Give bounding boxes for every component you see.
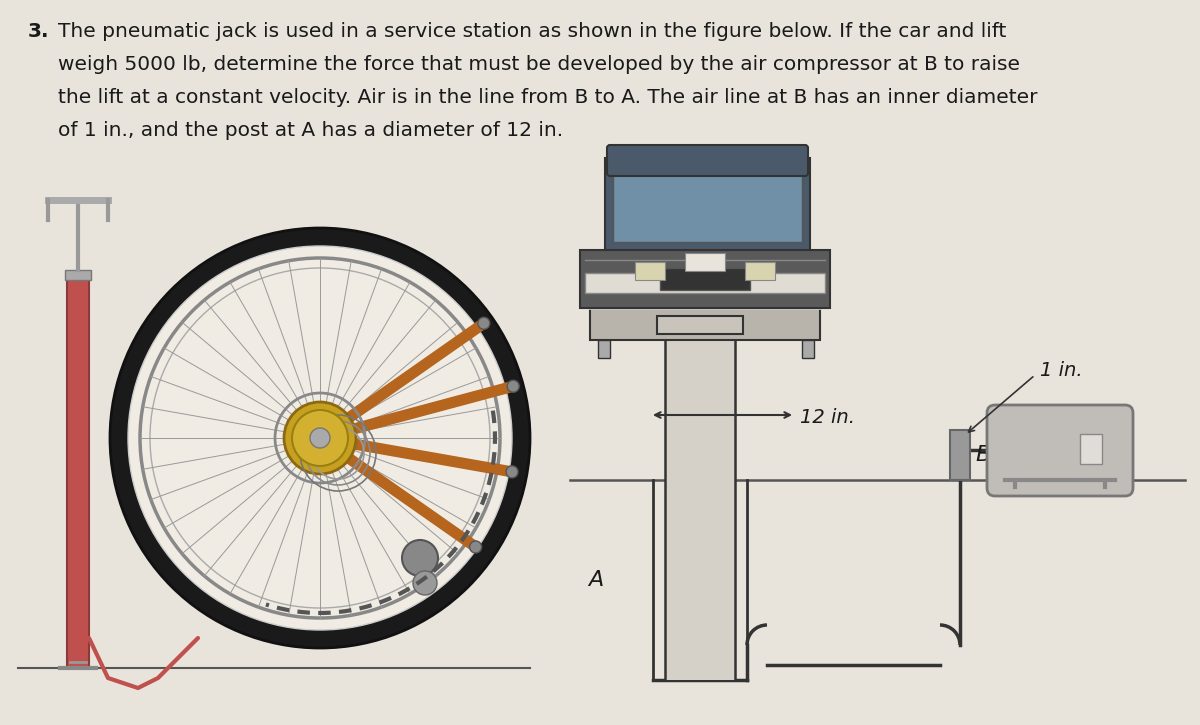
Circle shape xyxy=(478,318,490,329)
Text: A: A xyxy=(588,570,604,590)
Bar xyxy=(598,340,610,358)
Bar xyxy=(660,268,750,290)
Circle shape xyxy=(284,402,356,474)
Bar xyxy=(67,275,89,668)
Circle shape xyxy=(469,541,481,553)
Bar xyxy=(635,262,665,280)
Bar xyxy=(950,430,970,480)
Bar xyxy=(613,166,802,242)
Bar xyxy=(802,340,814,358)
Circle shape xyxy=(310,428,330,448)
Bar xyxy=(590,308,820,340)
Text: The pneumatic jack is used in a service station as shown in the figure below. If: The pneumatic jack is used in a service … xyxy=(58,22,1007,41)
Bar xyxy=(685,253,725,271)
Text: 3.: 3. xyxy=(28,22,49,41)
Text: B: B xyxy=(974,445,990,465)
Circle shape xyxy=(128,246,512,630)
Bar xyxy=(665,310,734,680)
Text: weigh 5000 lb, determine the force that must be developed by the air compressor : weigh 5000 lb, determine the force that … xyxy=(58,55,1020,74)
Circle shape xyxy=(402,540,438,576)
Bar xyxy=(586,273,826,293)
Text: of 1 in., and the post at A has a diameter of 12 in.: of 1 in., and the post at A has a diamet… xyxy=(58,121,563,140)
Bar xyxy=(658,316,743,334)
Bar xyxy=(605,158,810,250)
FancyBboxPatch shape xyxy=(607,145,808,176)
Circle shape xyxy=(292,410,348,466)
Bar xyxy=(1080,434,1102,464)
Text: the lift at a constant velocity. Air is in the line from B to A. The air line at: the lift at a constant velocity. Air is … xyxy=(58,88,1038,107)
Bar xyxy=(65,270,91,280)
Circle shape xyxy=(508,380,520,392)
Circle shape xyxy=(110,228,530,648)
FancyBboxPatch shape xyxy=(986,405,1133,496)
Bar xyxy=(580,250,830,308)
Circle shape xyxy=(506,466,518,478)
Text: 1 in.: 1 in. xyxy=(1040,360,1082,379)
Bar xyxy=(745,262,775,280)
Circle shape xyxy=(413,571,437,595)
Text: 12 in.: 12 in. xyxy=(800,407,854,426)
